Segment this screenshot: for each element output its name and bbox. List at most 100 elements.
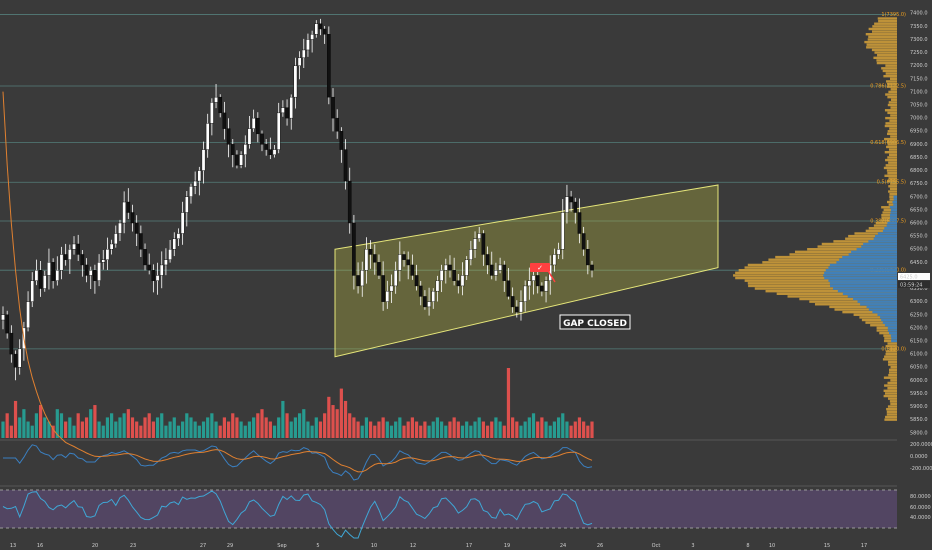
candle-body (239, 154, 243, 166)
candle-body (372, 254, 377, 263)
gap-closed-box (559, 314, 631, 330)
profile-bar-value-area (861, 245, 897, 248)
y-tick-label: 6050.0 (910, 365, 928, 371)
volume-bar (97, 421, 101, 438)
profile-bar (885, 64, 897, 67)
profile-bar (887, 143, 897, 146)
volume-bar (431, 421, 435, 438)
volume-bar (247, 421, 252, 438)
profile-bar (890, 402, 897, 406)
profile-bar (868, 35, 897, 39)
rsi-tick-label: 80.0000 (910, 494, 931, 500)
profile-bar (888, 185, 897, 188)
volume-bar (101, 425, 105, 438)
profile-bar (747, 282, 897, 285)
profile-bar-value-area (882, 321, 897, 324)
candle-body (460, 275, 465, 287)
candle-body (510, 296, 515, 308)
profile-bar (868, 27, 897, 31)
y-tick-label: 6950.0 (910, 129, 928, 135)
profile-bar (871, 48, 897, 52)
profile-bar (883, 166, 897, 170)
volume-bar (130, 417, 135, 438)
y-tick-label: 5850.0 (910, 417, 928, 423)
profile-bar (887, 342, 897, 345)
profile-bar-value-area (839, 258, 897, 261)
candle-body (310, 34, 314, 40)
profile-bar (890, 98, 897, 101)
profile-bar (881, 216, 897, 219)
profile-bar (889, 195, 897, 198)
profile-bar (865, 33, 897, 36)
profile-bar (875, 221, 897, 225)
candle-body (456, 280, 461, 287)
candle-body (527, 280, 532, 287)
candle-body (197, 170, 202, 182)
candle-body (452, 269, 456, 281)
candle-body (389, 285, 394, 292)
volume-bar (318, 421, 323, 438)
profile-bar (877, 17, 897, 20)
profile-bar (885, 415, 897, 419)
volume-bar (402, 425, 406, 438)
volume-bar (118, 417, 122, 438)
volume-bar (206, 417, 210, 438)
profile-bar (883, 334, 897, 337)
profile-bar (888, 363, 897, 366)
profile-bar (888, 148, 897, 151)
candle-body (402, 254, 406, 260)
candle-body (356, 275, 360, 287)
candle-body (327, 34, 331, 98)
volume-bar (427, 425, 431, 438)
profile-bar (888, 101, 897, 104)
candle-body (68, 249, 72, 260)
volume-bar (394, 421, 398, 438)
rsi-line (2, 490, 593, 539)
volume-bar (105, 417, 110, 438)
volume-bar (122, 413, 126, 438)
profile-bar (845, 237, 897, 240)
volume-bar (485, 425, 490, 438)
macd-tick-label: 0.0000 (910, 454, 928, 460)
volume-bar (460, 425, 465, 438)
candle-body (586, 249, 590, 266)
profile-bar-value-area (847, 295, 897, 298)
volume-bar (176, 425, 181, 438)
profile-bar (874, 22, 897, 25)
profile-bar-value-area (893, 203, 897, 206)
profile-bar-value-area (877, 313, 897, 316)
profile-bar (883, 389, 897, 393)
volume-bar (369, 421, 373, 438)
candle-body (385, 290, 390, 302)
volume-bar (110, 413, 114, 438)
volume-bar (343, 400, 348, 438)
y-tick-label: 6550.0 (910, 234, 928, 240)
candle-body (13, 353, 18, 368)
profile-bar (861, 318, 897, 322)
volume-bar (364, 417, 369, 438)
volume-bar (569, 425, 573, 438)
profile-bar (884, 384, 897, 387)
y-tick-label: 7250.0 (910, 50, 928, 56)
profile-bar (882, 211, 897, 214)
candle-body (210, 102, 214, 124)
candle-body (222, 112, 227, 129)
profile-bar (885, 345, 897, 348)
profile-bar (829, 305, 897, 309)
profile-bar (865, 229, 897, 233)
candle-body (122, 201, 126, 224)
candle-body (364, 249, 369, 271)
profile-bar (765, 289, 897, 293)
profile-bar (887, 397, 897, 400)
candle-body (101, 259, 106, 263)
profile-bar-value-area (824, 276, 897, 280)
candle-body (235, 154, 239, 166)
profile-bar (889, 192, 897, 196)
price-candles (1, 18, 594, 381)
x-tick-label: 16 (37, 543, 43, 549)
profile-bar (888, 153, 897, 157)
profile-bar (882, 69, 897, 73)
profile-bar (884, 418, 897, 421)
profile-bar-value-area (891, 337, 897, 340)
